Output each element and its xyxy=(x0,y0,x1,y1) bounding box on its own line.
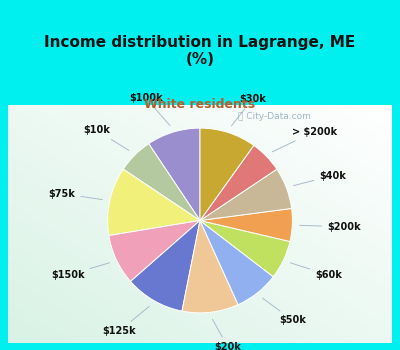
Text: > $200k: > $200k xyxy=(272,127,337,152)
Text: $20k: $20k xyxy=(212,319,242,350)
Text: $60k: $60k xyxy=(290,263,342,280)
Text: $30k: $30k xyxy=(231,94,266,126)
Text: $100k: $100k xyxy=(129,93,170,126)
Wedge shape xyxy=(200,145,277,220)
Text: $75k: $75k xyxy=(48,189,102,199)
Wedge shape xyxy=(182,220,238,313)
Wedge shape xyxy=(200,209,292,242)
Text: $50k: $50k xyxy=(262,298,306,326)
Wedge shape xyxy=(109,220,200,281)
Wedge shape xyxy=(130,220,200,311)
Wedge shape xyxy=(108,169,200,236)
Wedge shape xyxy=(123,144,200,220)
Wedge shape xyxy=(149,128,200,220)
Text: $150k: $150k xyxy=(51,263,110,280)
Text: $200k: $200k xyxy=(300,222,361,232)
Text: ⓘ City-Data.com: ⓘ City-Data.com xyxy=(238,112,311,121)
Text: White residents: White residents xyxy=(144,98,256,111)
Text: $10k: $10k xyxy=(83,125,129,150)
Wedge shape xyxy=(200,169,292,220)
Wedge shape xyxy=(200,128,254,220)
Text: $40k: $40k xyxy=(294,170,346,186)
Wedge shape xyxy=(200,220,290,277)
Wedge shape xyxy=(200,220,273,304)
Text: Income distribution in Lagrange, ME
(%): Income distribution in Lagrange, ME (%) xyxy=(44,35,356,68)
Text: $125k: $125k xyxy=(103,306,149,336)
